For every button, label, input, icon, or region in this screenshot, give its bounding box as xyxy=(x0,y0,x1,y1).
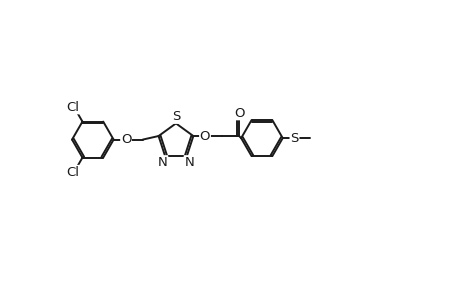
Text: O: O xyxy=(233,107,244,120)
Text: S: S xyxy=(171,110,180,123)
Text: Cl: Cl xyxy=(66,166,79,178)
Text: Cl: Cl xyxy=(66,101,79,114)
Text: S: S xyxy=(290,132,298,145)
Text: O: O xyxy=(121,133,131,146)
Text: N: N xyxy=(184,156,194,169)
Text: N: N xyxy=(157,156,167,169)
Text: O: O xyxy=(199,130,210,142)
